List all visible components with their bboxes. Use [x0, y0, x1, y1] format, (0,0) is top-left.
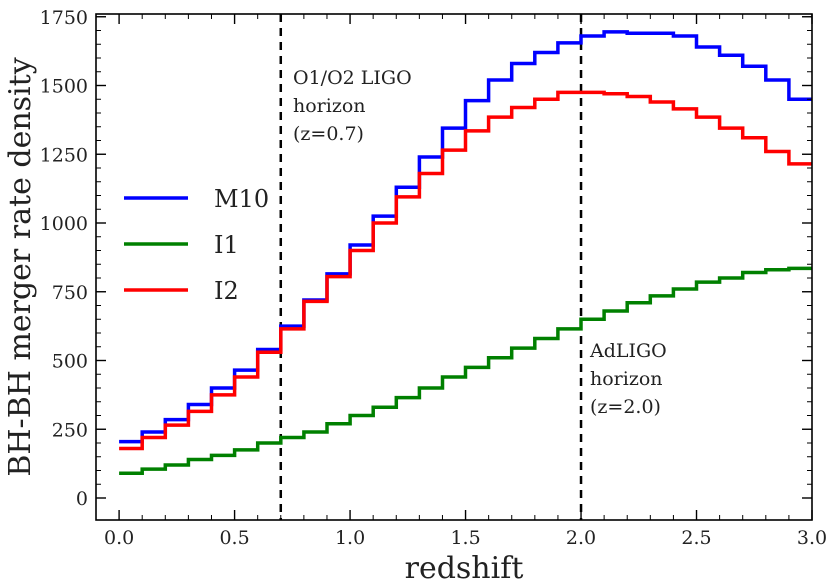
- series-line-i1: [119, 266, 812, 476]
- y-tick-label: 1750: [40, 7, 88, 29]
- series-layer: [119, 30, 812, 476]
- x-tick-label: 1.5: [450, 527, 480, 549]
- y-tick-label: 1250: [40, 144, 88, 166]
- x-tick-label: 2.0: [566, 527, 596, 549]
- annotation-line: O1/O2 LIGO: [293, 67, 412, 89]
- y-axis-label: BH-BH merger rate density: [3, 57, 38, 476]
- y-tick-label: 750: [52, 282, 88, 304]
- y-tick-label: 0: [76, 488, 88, 510]
- y-tick-label: 1000: [40, 213, 88, 235]
- x-axis-label: redshift: [405, 551, 524, 584]
- annotation-line: (z=2.0): [590, 396, 661, 418]
- legend-label-i2: I2: [214, 277, 239, 305]
- y-tick-label: 500: [52, 351, 88, 373]
- x-tick-label: 3.0: [797, 527, 827, 549]
- x-tick-label: 0.0: [104, 527, 134, 549]
- y-tick-label: 250: [52, 419, 88, 441]
- annotation-line: horizon: [293, 95, 366, 117]
- axes-layer: 0.0 0.5 1.0 1.5 2.0 2.5 3.0 0 250 500 750 1000 1250 1…: [3, 7, 827, 584]
- legend-label-m10: M10: [214, 185, 269, 213]
- annotation-line: horizon: [590, 368, 663, 390]
- x-tick-label: 2.5: [681, 527, 711, 549]
- annotation-line: AdLIGO: [589, 340, 667, 362]
- y-tick-label: 1500: [40, 76, 88, 98]
- annotation-layer: O1/O2 LIGO horizon (z=0.7) AdLIGO horizon (z=…: [293, 67, 667, 418]
- series-line-i2: [119, 90, 812, 451]
- plot-frame: [95, 13, 813, 521]
- x-tick-label: 0.5: [219, 527, 249, 549]
- x-tick-label: 1.0: [335, 527, 365, 549]
- annotation-line: (z=0.7): [293, 123, 364, 145]
- legend: M10 I1 I2: [124, 185, 269, 305]
- legend-label-i1: I1: [214, 231, 239, 259]
- vlines-layer: [279, 14, 583, 520]
